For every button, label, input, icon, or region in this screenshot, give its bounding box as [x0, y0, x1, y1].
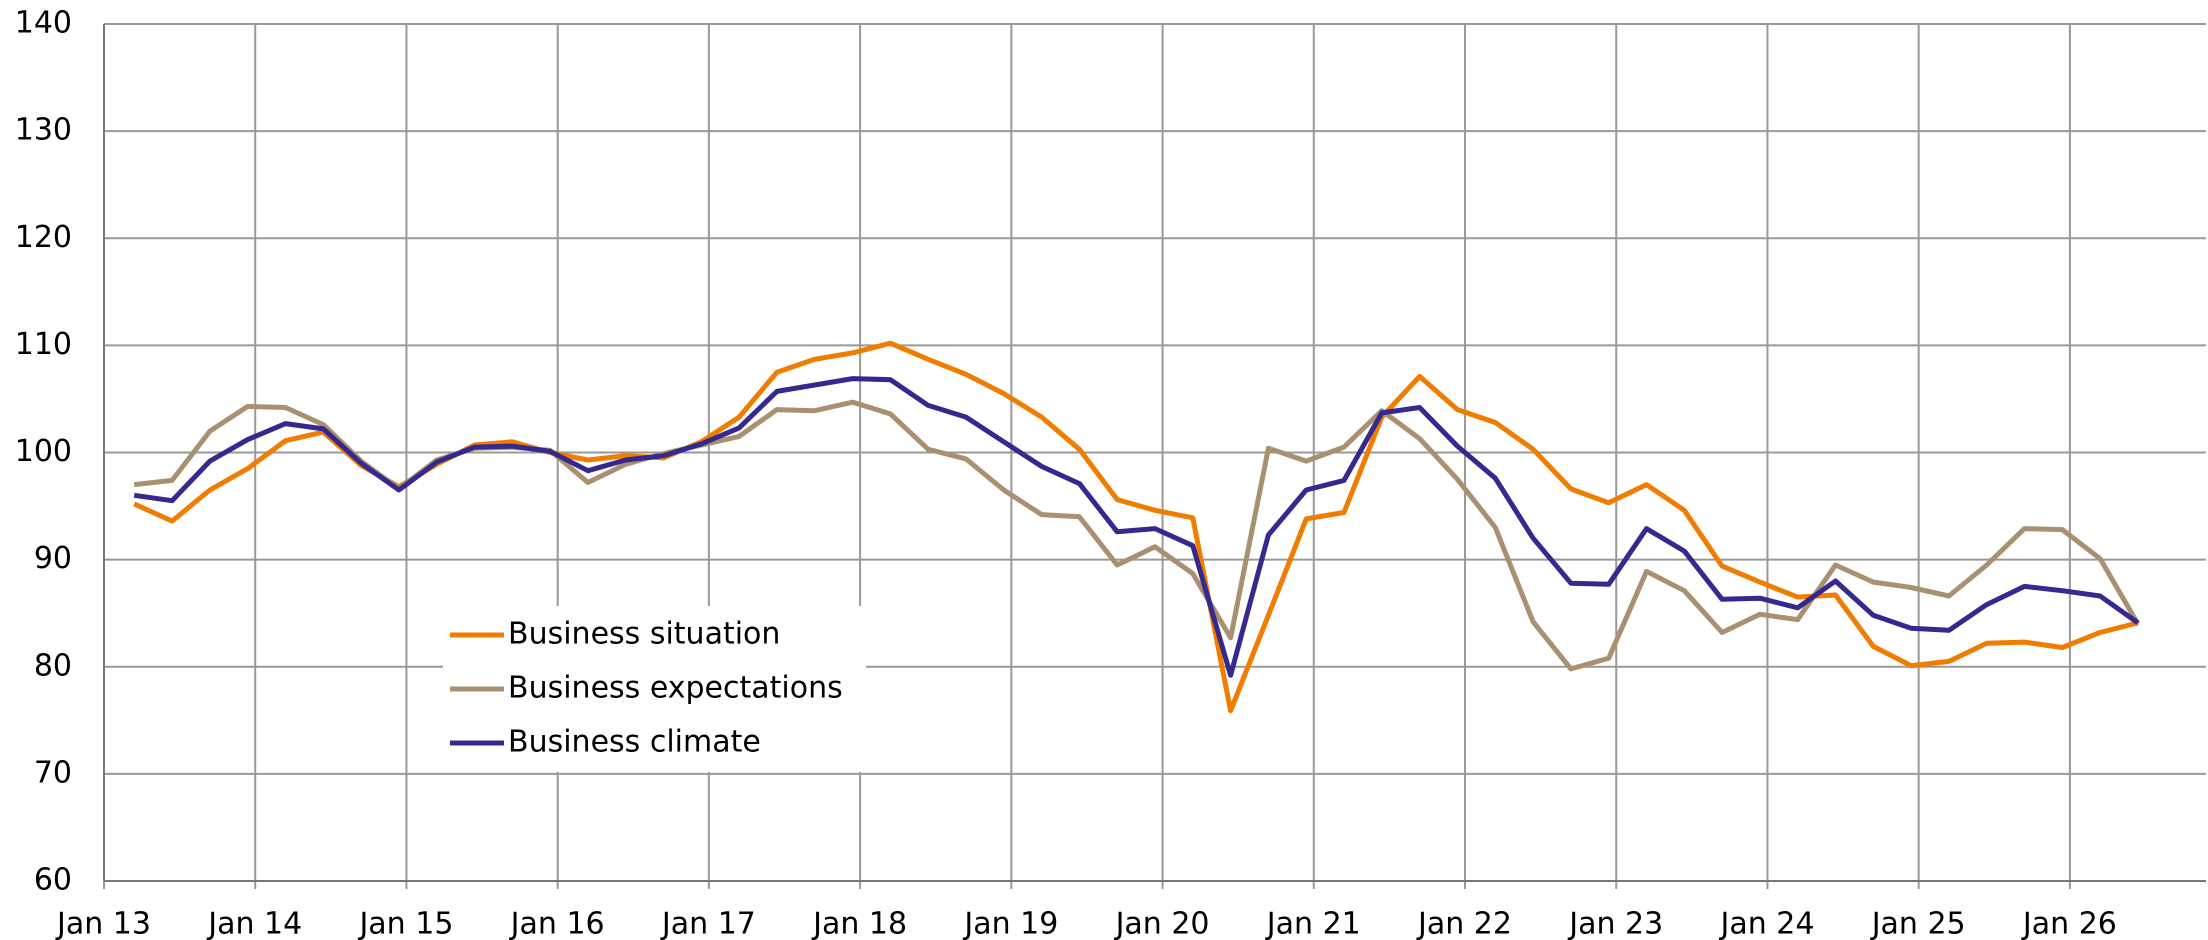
x-tick-label: Jan 13	[55, 907, 151, 940]
series-line	[133, 376, 2140, 678]
y-tick-label: 100	[15, 434, 72, 469]
x-tick-label: Jan 18	[811, 907, 907, 940]
y-tick-label: 140	[15, 6, 72, 41]
x-tick-label: Jan 14	[206, 907, 302, 940]
x-tick-label: Jan 24	[1718, 907, 1814, 940]
y-tick-label: 90	[34, 541, 72, 576]
legend-box	[443, 606, 866, 772]
x-tick-label: Jan 16	[509, 907, 605, 940]
y-tick-label: 60	[34, 863, 72, 898]
x-tick-label: Jan 22	[1416, 907, 1512, 940]
x-tick-label: Jan 20	[1114, 907, 1210, 940]
x-tick-label: Jan 19	[962, 907, 1058, 940]
x-tick-label: Jan 17	[660, 907, 756, 940]
y-tick-label: 110	[15, 327, 72, 362]
y-tick-label: 80	[34, 648, 72, 683]
x-tick-label: Jan 15	[357, 907, 453, 940]
legend-label: Business expectations	[508, 671, 843, 706]
x-tick-label: Jan 26	[2021, 907, 2117, 940]
series-line	[133, 399, 2141, 672]
x-tick-label: Jan 25	[1870, 907, 1966, 940]
y-tick-label: 120	[15, 220, 72, 255]
series-line	[133, 340, 2139, 714]
x-tick-label: Jan 23	[1567, 907, 1663, 940]
x-tick-label: Jan 21	[1265, 907, 1361, 940]
legend-label: Business situation	[508, 617, 780, 652]
y-tick-label: 70	[34, 755, 72, 790]
y-tick-label: 130	[15, 113, 72, 148]
legend-label: Business climate	[508, 725, 761, 760]
